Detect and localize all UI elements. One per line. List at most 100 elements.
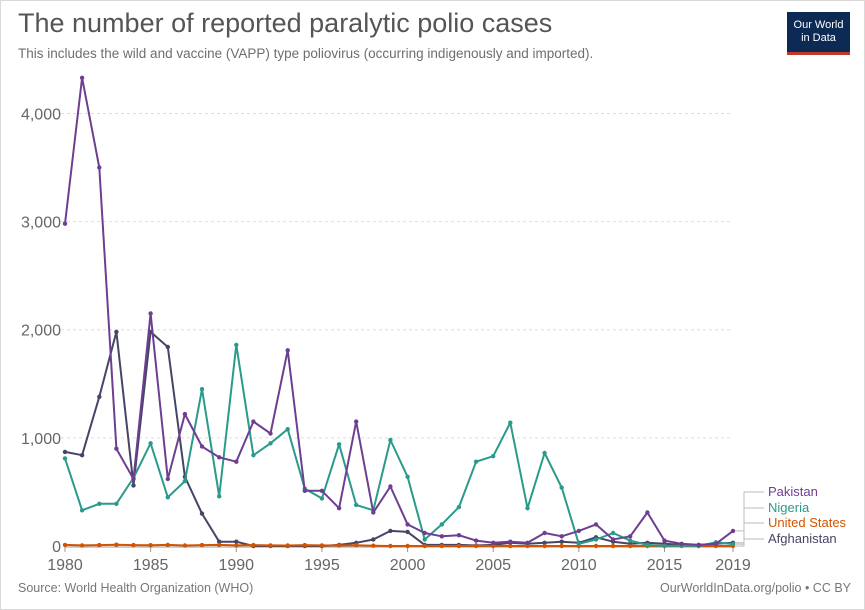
data-point[interactable] [62, 542, 68, 548]
data-point[interactable] [610, 530, 616, 536]
data-point[interactable] [285, 427, 290, 432]
series-line[interactable] [64, 343, 734, 547]
data-point[interactable] [114, 446, 119, 451]
data-point[interactable] [508, 543, 513, 549]
data-point[interactable] [165, 344, 170, 350]
data-point[interactable] [730, 541, 736, 547]
data-point[interactable] [559, 485, 564, 490]
data-point[interactable] [422, 543, 427, 549]
data-point[interactable] [131, 476, 136, 482]
data-point[interactable] [79, 75, 85, 81]
data-point[interactable] [388, 484, 393, 489]
data-point[interactable] [148, 311, 153, 316]
data-point[interactable] [114, 329, 119, 335]
data-point[interactable] [388, 437, 393, 443]
data-point[interactable] [696, 542, 701, 548]
data-point[interactable] [114, 542, 119, 547]
credit-link[interactable]: OurWorldInData.org/polio • CC BY [659, 581, 851, 595]
data-point[interactable] [439, 534, 444, 539]
data-point[interactable] [251, 453, 256, 458]
data-point[interactable] [559, 543, 564, 549]
data-point[interactable] [234, 342, 239, 348]
data-point[interactable] [628, 538, 633, 543]
data-point[interactable] [165, 495, 170, 500]
data-point[interactable] [62, 456, 68, 461]
data-point[interactable] [199, 387, 205, 392]
data-point[interactable] [525, 540, 530, 545]
data-point[interactable] [439, 522, 444, 527]
data-point[interactable] [576, 541, 581, 546]
data-point[interactable] [182, 478, 188, 484]
data-point[interactable] [79, 453, 85, 458]
data-point[interactable] [628, 543, 633, 549]
data-point[interactable] [473, 538, 479, 543]
data-point[interactable] [354, 419, 359, 424]
data-point[interactable] [371, 537, 376, 542]
data-point[interactable] [319, 543, 325, 548]
data-point[interactable] [268, 441, 273, 446]
data-point[interactable] [662, 543, 667, 549]
data-point[interactable] [131, 483, 136, 488]
data-point[interactable] [405, 522, 410, 527]
data-point[interactable] [388, 543, 393, 549]
data-point[interactable] [234, 459, 239, 464]
data-point[interactable] [542, 540, 547, 545]
data-point[interactable] [730, 528, 736, 534]
data-point[interactable] [473, 543, 479, 549]
data-point[interactable] [79, 543, 85, 548]
data-point[interactable] [405, 543, 410, 549]
data-point[interactable] [628, 534, 633, 539]
legend-label-afghanistan[interactable]: Afghanistan [768, 531, 837, 546]
data-point[interactable] [336, 543, 342, 548]
data-point[interactable] [285, 348, 290, 353]
series-line[interactable] [64, 543, 733, 547]
series-line[interactable] [64, 330, 734, 547]
data-point[interactable] [593, 537, 599, 542]
data-point[interactable] [456, 533, 462, 538]
data-point[interactable] [114, 501, 119, 506]
data-point[interactable] [336, 442, 342, 447]
data-point[interactable] [217, 494, 222, 499]
series-united-states[interactable] [62, 542, 736, 549]
data-point[interactable] [491, 454, 496, 459]
data-point[interactable] [525, 543, 530, 549]
data-point[interactable] [251, 419, 256, 424]
data-point[interactable] [405, 529, 410, 535]
data-point[interactable] [610, 537, 616, 542]
data-point[interactable] [268, 543, 273, 548]
data-point[interactable] [542, 450, 547, 456]
data-point[interactable] [302, 542, 307, 548]
data-point[interactable] [422, 537, 427, 542]
data-point[interactable] [234, 539, 239, 544]
data-point[interactable] [371, 510, 376, 515]
legend-label-united-states[interactable]: United States [768, 515, 847, 530]
series-line[interactable] [64, 76, 734, 546]
data-point[interactable] [610, 543, 616, 549]
data-point[interactable] [79, 508, 85, 513]
data-point[interactable] [354, 543, 359, 548]
data-point[interactable] [645, 510, 650, 515]
data-point[interactable] [62, 449, 68, 455]
data-point[interactable] [593, 543, 599, 549]
data-point[interactable] [234, 543, 239, 548]
data-point[interactable] [217, 455, 222, 460]
data-point[interactable] [662, 538, 667, 543]
data-point[interactable] [405, 474, 410, 479]
data-point[interactable] [199, 444, 205, 449]
data-point[interactable] [251, 542, 256, 548]
data-point[interactable] [217, 539, 222, 544]
data-point[interactable] [508, 420, 513, 425]
data-point[interactable] [576, 528, 581, 534]
data-point[interactable] [559, 539, 564, 544]
data-point[interactable] [439, 543, 444, 549]
data-point[interactable] [199, 511, 205, 516]
data-point[interactable] [302, 488, 307, 493]
data-point[interactable] [542, 543, 547, 549]
data-point[interactable] [388, 528, 393, 534]
data-point[interactable] [456, 504, 462, 510]
data-point[interactable] [473, 459, 479, 464]
data-point[interactable] [148, 543, 153, 548]
data-point[interactable] [97, 501, 102, 506]
data-point[interactable] [336, 506, 342, 511]
data-point[interactable] [199, 542, 205, 548]
